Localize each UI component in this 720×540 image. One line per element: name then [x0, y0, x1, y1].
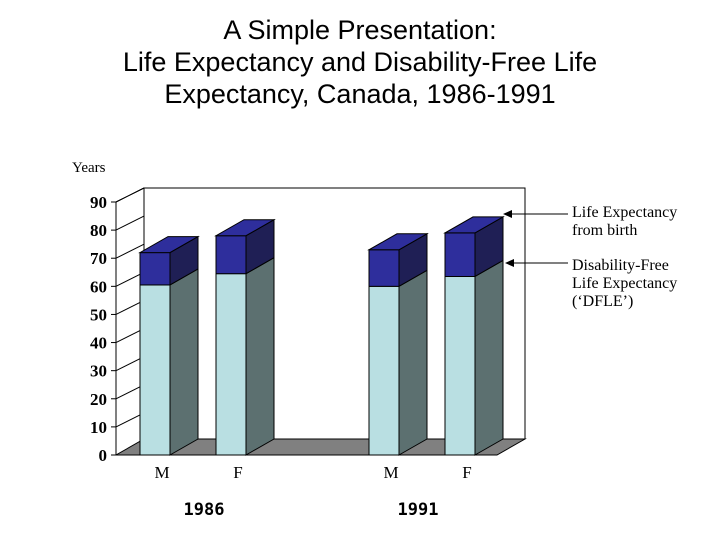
bar-side-dfle: [398, 269, 428, 456]
y-axis-label: Years: [72, 160, 106, 176]
y-tick-label: 10: [90, 418, 107, 437]
bar-segment-le: [444, 232, 476, 277]
bar-segment-le: [368, 249, 400, 287]
title-line-2: Life Expectancy and Disability-Free Life: [122, 47, 598, 77]
y-tick-label: 60: [90, 277, 107, 296]
bar-segment-le: [215, 235, 247, 275]
bar-f-1986: [214, 218, 276, 456]
title-line-1: A Simple Presentation:: [223, 15, 497, 45]
y-tick-label: 80: [90, 221, 107, 240]
bar-top: [138, 236, 200, 254]
bar-side-dfle: [245, 256, 275, 456]
annotation-text-line: from birth: [572, 222, 637, 239]
y-tick-label: 50: [90, 305, 107, 324]
y-tick-label: 70: [90, 249, 107, 268]
y-tick-label: 40: [90, 334, 107, 353]
bar-segment-dfle: [368, 285, 400, 456]
y-gridline-stub: [115, 356, 145, 372]
bar-top: [214, 219, 276, 237]
bar-top: [367, 233, 429, 251]
bar-side-dfle: [474, 259, 504, 456]
y-gridline-stub: [115, 271, 145, 287]
y-tick-label: 20: [90, 390, 107, 409]
annotation-text-line: Life Expectancy: [572, 204, 677, 221]
bar-f-1991: [443, 216, 505, 456]
annotation-arrow-head: [505, 259, 514, 267]
y-axis: 0 10 20 30 40 50 60 70 80 90 Years: [72, 160, 145, 465]
bar-top: [443, 216, 505, 234]
y-gridline-stub: [115, 299, 145, 315]
y-gridline-stub: [115, 384, 145, 400]
bar-segment-dfle: [444, 275, 476, 456]
x-category-label: F: [233, 463, 242, 482]
y-tick-label: 30: [90, 362, 107, 381]
bar-segment-le: [139, 252, 171, 286]
y-tick-label: 90: [90, 193, 107, 212]
annotation-arrow-head: [503, 210, 512, 218]
y-gridline-stub: [115, 412, 145, 428]
y-gridline-stub: [115, 187, 145, 203]
x-group-label-1986: 1986: [184, 500, 225, 520]
y-gridline-stub: [115, 328, 145, 344]
bar-side-dfle: [169, 268, 199, 456]
y-tick-label: 0: [99, 446, 108, 465]
x-group-label-1991: 1991: [398, 500, 439, 520]
annotation-text-line: (‘DFLE’): [572, 293, 633, 310]
bar-segment-dfle: [139, 284, 171, 456]
bar-segment-dfle: [215, 273, 247, 456]
x-category-label: M: [154, 463, 169, 482]
annotation-text-line: Disability-Free: [572, 257, 669, 274]
slide-title: A Simple Presentation: Life Expectancy a…: [0, 14, 720, 110]
bar-m-1991: [367, 232, 429, 456]
x-category-label: F: [462, 463, 471, 482]
bars: [138, 216, 505, 456]
y-gridline-stub: [115, 243, 145, 259]
x-category-label: M: [383, 463, 398, 482]
x-axis: M F M F 1986 1991: [154, 463, 471, 520]
title-line-3: Expectancy, Canada, 1986-1991: [164, 79, 556, 109]
y-gridline-stub: [115, 215, 145, 231]
annotation-text-line: Life Expectancy: [572, 275, 677, 292]
bar-m-1986: [138, 235, 200, 456]
